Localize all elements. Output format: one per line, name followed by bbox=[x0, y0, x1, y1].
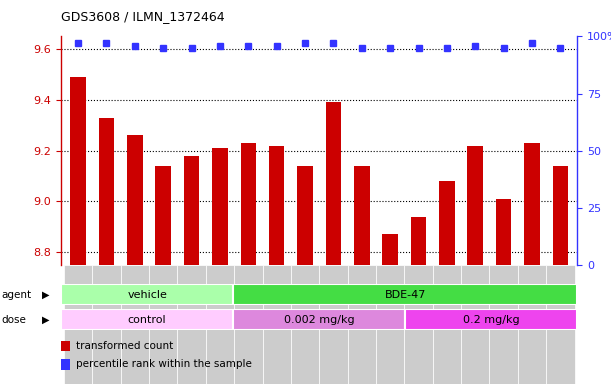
Bar bbox=[467, 146, 483, 265]
Bar bbox=[376, 265, 404, 384]
Bar bbox=[233, 309, 405, 330]
Bar bbox=[552, 166, 568, 265]
Bar bbox=[439, 181, 455, 265]
Bar bbox=[405, 309, 577, 330]
Bar bbox=[319, 265, 348, 384]
Text: control: control bbox=[128, 314, 166, 325]
Bar bbox=[70, 77, 86, 265]
Text: GDS3608 / ILMN_1372464: GDS3608 / ILMN_1372464 bbox=[61, 10, 225, 23]
Bar bbox=[184, 156, 199, 265]
Text: percentile rank within the sample: percentile rank within the sample bbox=[76, 359, 252, 369]
Bar bbox=[61, 284, 233, 305]
Bar bbox=[155, 166, 171, 265]
Bar bbox=[546, 265, 574, 384]
Bar bbox=[206, 265, 234, 384]
Bar bbox=[461, 265, 489, 384]
Bar bbox=[99, 118, 114, 265]
Bar bbox=[61, 309, 233, 330]
Text: 0.2 mg/kg: 0.2 mg/kg bbox=[463, 314, 520, 325]
Bar bbox=[291, 265, 319, 384]
Bar bbox=[404, 265, 433, 384]
Text: dose: dose bbox=[1, 315, 26, 325]
Bar bbox=[263, 265, 291, 384]
Text: ▶: ▶ bbox=[42, 290, 49, 300]
Text: BDE-47: BDE-47 bbox=[384, 290, 426, 300]
Bar bbox=[489, 265, 518, 384]
Bar bbox=[433, 265, 461, 384]
Bar bbox=[64, 265, 92, 384]
Bar bbox=[234, 265, 263, 384]
Bar bbox=[233, 284, 577, 305]
Bar bbox=[496, 199, 511, 265]
Bar bbox=[524, 143, 540, 265]
Bar bbox=[348, 265, 376, 384]
Bar bbox=[177, 265, 206, 384]
Text: vehicle: vehicle bbox=[127, 290, 167, 300]
Bar bbox=[149, 265, 177, 384]
Bar bbox=[518, 265, 546, 384]
Text: transformed count: transformed count bbox=[76, 341, 174, 351]
Bar bbox=[212, 148, 228, 265]
Bar bbox=[120, 265, 149, 384]
Text: agent: agent bbox=[1, 290, 31, 300]
Bar bbox=[354, 166, 370, 265]
Text: ▶: ▶ bbox=[42, 315, 49, 325]
Bar bbox=[326, 103, 341, 265]
Bar bbox=[269, 146, 285, 265]
Bar bbox=[382, 235, 398, 265]
Bar bbox=[92, 265, 120, 384]
Bar bbox=[298, 166, 313, 265]
Bar bbox=[241, 143, 256, 265]
Text: 0.002 mg/kg: 0.002 mg/kg bbox=[284, 314, 354, 325]
Bar bbox=[127, 136, 142, 265]
Bar bbox=[411, 217, 426, 265]
